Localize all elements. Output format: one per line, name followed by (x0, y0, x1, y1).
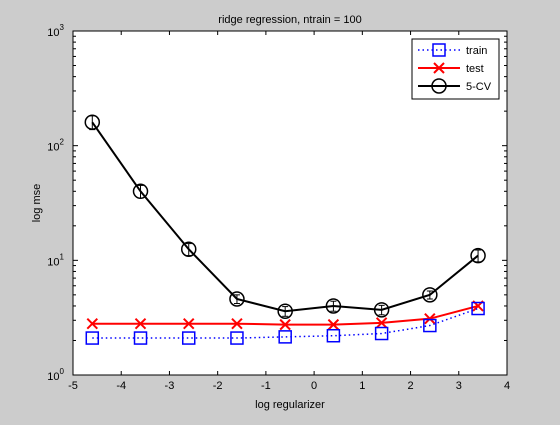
series-5-cv-point (180, 241, 197, 257)
series-5-cv-point (132, 183, 149, 200)
series-test-point-stroke (183, 318, 195, 330)
series-train-line (92, 307, 479, 339)
legend: train test 5-CV (411, 38, 500, 100)
plot-frame (72, 30, 508, 376)
plot-content (84, 114, 486, 345)
series-train-point (423, 318, 437, 333)
series-train-point (278, 330, 292, 344)
x-tick-label: 4 (504, 380, 510, 392)
legend-item-test-marker-stroke (433, 62, 445, 74)
x-tick-label: 3 (456, 380, 462, 392)
x-axis-ticks: -5 -4 -3 -2 -1 0 1 2 3 4 (68, 31, 510, 392)
series-train-point (471, 301, 485, 316)
x-tick-label: 2 (407, 380, 413, 392)
x-tick-label: 1 (359, 380, 365, 392)
series-test-point-stroke (231, 318, 243, 330)
x-tick-label: 0 (311, 380, 317, 392)
chart-title: ridge regression, ntrain = 100 (218, 14, 361, 26)
y-axis-ticks: 100 101 102 103 (47, 23, 507, 383)
y-tick-label: 102 (47, 138, 64, 154)
legend-item-train-marker (432, 43, 446, 57)
legend-item-test: test (418, 62, 484, 75)
series-test-point-stroke (279, 318, 291, 331)
series-5-cv-point (470, 247, 486, 264)
series-test-point (424, 312, 436, 325)
y-tick-label: 103 (47, 23, 64, 39)
series-5-cv-point (422, 287, 438, 303)
series-train-point (326, 328, 341, 343)
series-train-point (85, 331, 100, 345)
legend-item-train-label: train (466, 45, 487, 57)
series-test-point-stroke (134, 318, 147, 330)
series-train-point (133, 331, 148, 345)
legend-item-5-cv-marker (431, 78, 447, 94)
series-test-point-stroke (424, 312, 436, 325)
series-test-point-stroke (375, 317, 388, 329)
x-tick-label: -4 (116, 380, 126, 392)
series-train-point (181, 331, 196, 345)
x-tick-label: -5 (68, 380, 78, 392)
series-train (85, 301, 485, 345)
legend-item-5-cv-label: 5-CV (466, 81, 492, 93)
legend-item-test-marker (433, 62, 445, 74)
x-tick-label: -2 (213, 380, 223, 392)
series-5-cv-point (325, 298, 342, 314)
series-test-point (231, 318, 243, 330)
y-tick-label: 100 (47, 367, 64, 383)
series-5-cv-point (373, 302, 390, 318)
legend-item-test-label: test (466, 63, 484, 75)
series-test-point (183, 318, 195, 330)
y-tick-label: 101 (47, 252, 64, 268)
x-tick-label: -1 (261, 380, 271, 392)
legend-items: train test 5-CV (418, 43, 492, 94)
series-5-cv-point (229, 291, 245, 307)
x-tick-label: -3 (165, 380, 175, 392)
legend-item-train: train (418, 43, 487, 57)
series-5-cv-point (84, 114, 101, 131)
series-train-point (230, 331, 244, 345)
series-test-point-stroke (86, 318, 98, 330)
series-test-point-stroke (327, 318, 340, 331)
series-train-point (374, 326, 389, 341)
series-test-point (327, 318, 340, 331)
series-test-point (86, 318, 98, 330)
series-5-cv-point (277, 303, 293, 319)
series-test-point (134, 318, 147, 330)
series-test-point (279, 318, 291, 331)
y-axis-title: log mse (31, 184, 43, 223)
series-test-point (375, 317, 388, 329)
x-axis-title: log regularizer (255, 399, 325, 411)
legend-item-5-cv: 5-CV (418, 78, 492, 94)
series-5-cv (84, 114, 486, 319)
